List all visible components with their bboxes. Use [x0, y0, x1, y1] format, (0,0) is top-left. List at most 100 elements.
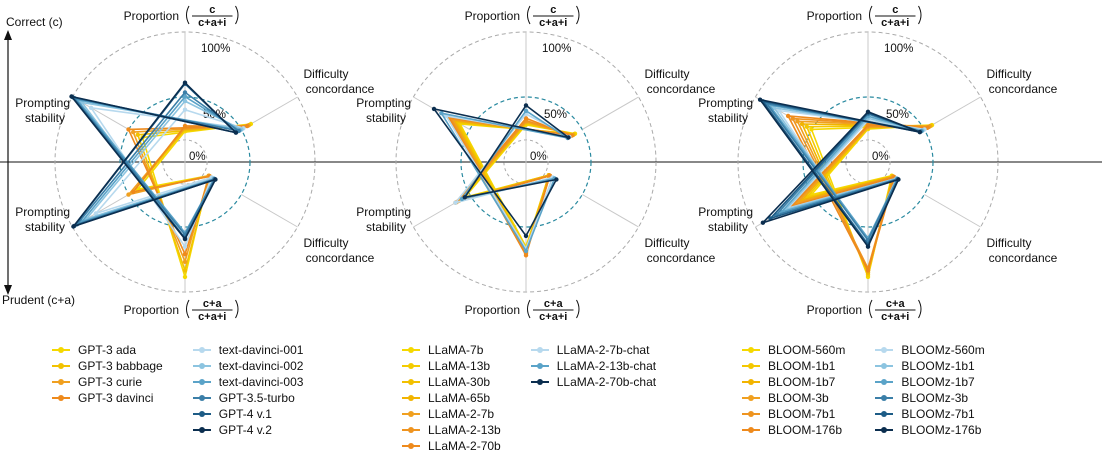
prompting-top-2: stability — [25, 111, 65, 125]
proportion-label: Proportion — [124, 303, 179, 317]
series-point — [785, 113, 791, 119]
legend-label: BLOOM-3b — [768, 391, 829, 405]
paren-right — [576, 5, 580, 25]
series-point — [799, 121, 805, 127]
paren-left — [527, 299, 531, 319]
series-point — [182, 80, 188, 85]
legend-item: BLOOMz-7b1 — [875, 406, 984, 422]
series-point — [126, 192, 131, 197]
series-point — [523, 103, 529, 108]
tick-50: 50% — [886, 109, 909, 121]
legend-swatch — [530, 377, 549, 387]
fraction-denominator: c+a+i — [198, 17, 226, 29]
difficulty-bottom-1: Difficulty — [644, 236, 689, 250]
series-point — [790, 116, 795, 121]
legend-label: BLOOMz-1b7 — [901, 375, 975, 389]
legend-label: BLOOM-176b — [768, 423, 843, 437]
legend-item: text-davinci-003 — [192, 374, 303, 390]
difficulty-bottom-2: concordance — [306, 251, 375, 265]
prompting-top-2: stability — [366, 111, 406, 125]
legend-swatch — [530, 345, 549, 355]
series-point — [896, 177, 901, 182]
difficulty-top-2: concordance — [989, 82, 1058, 96]
legend-swatch — [875, 425, 894, 435]
legend-label: GPT-3.5-turbo — [218, 391, 295, 405]
proportion-label: Proportion — [465, 303, 520, 317]
paren-left — [186, 5, 190, 25]
legend-item: BLOOMz-176b — [875, 422, 984, 438]
tick-100: 100% — [201, 43, 230, 55]
series-point — [453, 200, 458, 205]
legend-label: BLOOM-560m — [768, 343, 846, 357]
fraction-numerator: c — [550, 4, 556, 16]
series-point — [135, 132, 140, 137]
series-point — [523, 108, 529, 114]
prompting-top-2: stability — [708, 111, 748, 125]
legend-swatch — [875, 393, 894, 403]
legend-item: LLaMA-2-13b-chat — [530, 358, 657, 374]
legend-label: LLaMA-2-13b-chat — [556, 359, 657, 373]
legend-label: LLaMA-2-70b — [428, 439, 501, 453]
series-point — [182, 236, 188, 242]
spoke — [582, 194, 639, 228]
series-point — [182, 259, 188, 264]
legend-swatch — [742, 409, 760, 419]
legend-swatch — [192, 409, 211, 419]
legend-column: BLOOM-560m BLOOM-1b1 BLOOM-1b7 BLOOM-3b BLOO… — [742, 342, 845, 438]
axis-proportion-bottom: Proportion c+ac+a+i — [124, 298, 239, 323]
series-point — [523, 253, 529, 258]
series-point — [182, 94, 188, 99]
legend-label: LLaMA-2-7b — [428, 407, 495, 421]
legend-item: LLaMA-2-7b-chat — [530, 342, 656, 358]
legend-label: GPT-3 davinci — [78, 391, 154, 405]
legend-swatch — [402, 409, 420, 419]
legend-item: BLOOMz-560m — [875, 342, 985, 358]
legend-swatch — [742, 425, 760, 435]
series-point — [182, 98, 188, 104]
series-point — [917, 129, 922, 135]
legend-label: GPT-3 babbage — [78, 359, 163, 373]
difficulty-top-2: concordance — [306, 82, 375, 96]
series-point — [865, 122, 871, 128]
series-point — [431, 106, 437, 112]
vertical-arrow — [4, 30, 12, 295]
series-point — [865, 109, 871, 115]
fraction-numerator: c — [209, 4, 215, 16]
prompting-bottom-2: stability — [366, 220, 406, 234]
paren-right — [918, 5, 922, 25]
legend-label: GPT-3 curie — [78, 375, 143, 389]
legend-item: BLOOM-1b7 — [742, 374, 845, 390]
fraction-denominator: c+a+i — [539, 311, 567, 323]
legend-item: BLOOM-7b1 — [742, 406, 845, 422]
prompting-bottom-1: Prompting — [15, 205, 70, 219]
legend-swatch — [52, 393, 70, 403]
axis-proportion-top: Proportion cc+a+i — [465, 4, 580, 29]
series-point — [182, 274, 188, 280]
legend-item: GPT-3.5-turbo — [192, 390, 304, 406]
legend-item: GPT-3 davinci — [52, 390, 163, 406]
legend-item: GPT-3 babbage — [52, 358, 163, 374]
legend-item: BLOOM-1b1 — [742, 358, 845, 374]
difficulty-bottom-1: Difficulty — [986, 236, 1031, 250]
difficulty-bottom-1: Difficulty — [303, 236, 348, 250]
difficulty-top-1: Difficulty — [303, 67, 348, 81]
series-point — [865, 244, 871, 249]
series-point — [462, 195, 467, 200]
prompting-top-1: Prompting — [698, 96, 753, 110]
series-point — [182, 90, 188, 95]
fraction-denominator: c+a+i — [881, 17, 909, 29]
legend-swatch — [875, 409, 894, 419]
legend-swatch — [875, 345, 894, 355]
legend-swatch — [192, 425, 211, 435]
tick-0: 0% — [189, 151, 206, 163]
legend-swatch — [402, 345, 420, 355]
legend-label: BLOOMz-7b1 — [901, 407, 975, 421]
fraction-numerator: c+a — [544, 298, 564, 310]
difficulty-bottom-2: concordance — [989, 251, 1058, 265]
series-point — [244, 123, 250, 129]
correct-label: Correct (c) — [6, 15, 63, 29]
legend-label: LLaMA-2-7b-chat — [556, 343, 650, 357]
series-point — [523, 248, 529, 254]
legend-swatch — [530, 361, 549, 371]
